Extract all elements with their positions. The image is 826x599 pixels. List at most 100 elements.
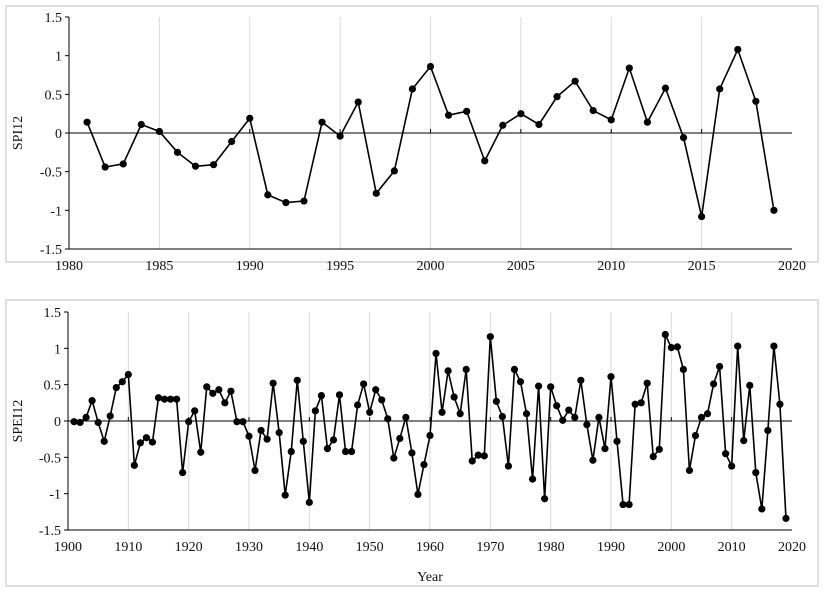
- data-point: [336, 132, 344, 140]
- x-tick-label: 2005: [507, 259, 535, 274]
- data-point: [450, 393, 458, 401]
- data-point: [679, 365, 688, 374]
- data-point: [758, 505, 766, 513]
- y-tick-label: 0.5: [44, 379, 62, 394]
- data-point: [752, 468, 760, 477]
- data-point: [553, 93, 561, 101]
- data-point: [535, 382, 543, 390]
- data-point: [203, 383, 211, 391]
- data-point: [245, 432, 253, 440]
- data-point: [697, 413, 706, 421]
- data-point: [631, 400, 639, 408]
- x-tick-label: 1900: [54, 540, 82, 555]
- data-point: [463, 107, 471, 115]
- data-point: [528, 475, 537, 483]
- x-tick-label: 2020: [778, 540, 806, 555]
- x-tick-label: 1940: [295, 540, 323, 555]
- data-point: [667, 344, 675, 352]
- data-point: [486, 333, 494, 341]
- data-point: [227, 387, 235, 395]
- data-point: [577, 376, 585, 384]
- data-point: [148, 438, 157, 446]
- data-point: [492, 397, 500, 405]
- y-tick-label: 1.5: [44, 306, 62, 321]
- data-point: [414, 490, 422, 498]
- data-point: [438, 408, 446, 416]
- data-point: [619, 500, 627, 509]
- data-point: [179, 468, 187, 477]
- x-tick-label: 2000: [657, 540, 685, 555]
- data-point: [101, 163, 109, 171]
- data-point: [112, 383, 120, 392]
- data-point: [136, 439, 144, 447]
- data-point: [553, 402, 561, 410]
- data-point: [559, 416, 567, 424]
- data-point: [740, 437, 748, 445]
- data-point: [335, 391, 344, 399]
- x-tick-label: 1990: [236, 259, 264, 274]
- data-point: [257, 426, 265, 435]
- x-tick-label: 2020: [778, 259, 806, 274]
- data-point: [366, 408, 374, 416]
- data-point: [510, 365, 519, 374]
- data-point: [106, 412, 114, 420]
- data-point: [499, 121, 507, 129]
- x-tick-label: 1985: [145, 259, 173, 274]
- data-point: [498, 413, 506, 421]
- y-tick-label: -1: [49, 488, 61, 503]
- data-point: [408, 449, 416, 457]
- y-tick-label: 0.5: [45, 88, 63, 103]
- data-point: [318, 118, 326, 126]
- y-axis-title: SPI12: [11, 116, 26, 150]
- data-point: [119, 160, 127, 168]
- data-point: [88, 397, 96, 405]
- data-point: [607, 116, 615, 124]
- data-point: [76, 418, 84, 427]
- data-point: [522, 410, 531, 418]
- data-point: [480, 452, 488, 460]
- data-point: [94, 418, 102, 427]
- data-point: [118, 378, 126, 386]
- data-point: [565, 406, 573, 414]
- data-point: [83, 118, 91, 126]
- data-point: [613, 437, 621, 445]
- data-point: [282, 199, 290, 207]
- data-point: [583, 421, 591, 429]
- data-point: [275, 429, 283, 437]
- x-tick-label: 1930: [235, 540, 263, 555]
- data-point: [607, 373, 615, 381]
- data-point: [661, 84, 670, 92]
- data-point: [698, 212, 706, 221]
- data-point: [142, 434, 151, 442]
- data-point: [264, 191, 272, 199]
- x-tick-label: 2010: [718, 540, 746, 555]
- data-point: [323, 445, 332, 453]
- data-point: [625, 64, 633, 72]
- data-point: [703, 410, 712, 418]
- data-point: [571, 413, 579, 421]
- data-point: [709, 380, 718, 388]
- data-point: [571, 77, 579, 85]
- data-point: [679, 134, 688, 142]
- data-point: [354, 401, 362, 409]
- data-point: [390, 167, 398, 175]
- y-tick-label: -0.5: [40, 166, 62, 181]
- data-point: [233, 418, 241, 426]
- data-point: [746, 381, 754, 389]
- data-point: [185, 418, 193, 426]
- data-point: [191, 162, 200, 170]
- data-point: [341, 447, 350, 456]
- data-point: [685, 466, 694, 475]
- data-point: [462, 365, 470, 374]
- data-point: [137, 120, 145, 129]
- data-point: [396, 434, 404, 443]
- data-point: [420, 461, 428, 469]
- data-point: [547, 383, 555, 391]
- data-point: [770, 206, 778, 214]
- data-point: [444, 111, 453, 119]
- x-tick-label: 1910: [114, 540, 142, 555]
- data-point: [625, 500, 633, 509]
- x-tick-label: 1920: [175, 540, 203, 555]
- x-axis-title: Year: [417, 570, 443, 585]
